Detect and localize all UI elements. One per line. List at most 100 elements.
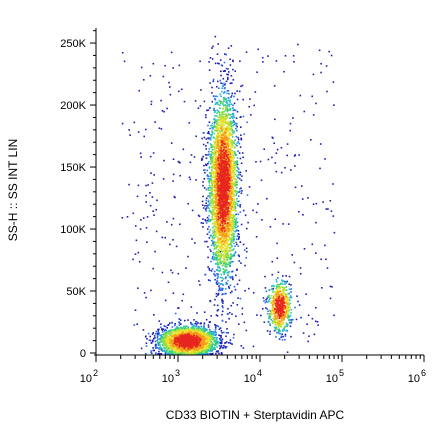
event-point: [220, 102, 223, 104]
event-point: [191, 209, 194, 212]
event-point: [228, 125, 230, 127]
event-point: [197, 334, 200, 337]
event-point: [214, 188, 216, 190]
event-point: [179, 174, 181, 177]
event-point: [220, 249, 223, 251]
event-point: [212, 176, 215, 179]
event-point: [218, 288, 221, 290]
event-point: [240, 126, 242, 128]
event-point: [145, 227, 148, 229]
event-point: [220, 287, 223, 290]
event-point: [193, 156, 196, 158]
event-point: [221, 239, 223, 241]
event-point: [217, 325, 220, 328]
event-point: [229, 129, 231, 131]
event-point: [216, 346, 218, 348]
event-point: [199, 345, 202, 348]
event-point: [195, 321, 197, 323]
event-point: [216, 242, 219, 244]
event-point: [235, 127, 237, 130]
event-point: [217, 309, 220, 311]
event-point: [211, 218, 213, 221]
event-point: [210, 191, 213, 194]
event-point: [229, 339, 232, 341]
event-point: [203, 178, 206, 180]
event-point: [231, 167, 234, 169]
event-point: [217, 233, 220, 236]
event-point: [236, 157, 239, 159]
event-point: [316, 321, 319, 323]
event-point: [169, 332, 172, 334]
event-point: [201, 353, 204, 355]
event-point: [242, 156, 244, 159]
event-point: [203, 339, 206, 342]
event-point: [290, 322, 292, 324]
event-point: [224, 251, 227, 254]
event-point: [211, 122, 214, 125]
event-point: [273, 311, 276, 314]
event-point: [213, 197, 216, 200]
event-point: [252, 292, 255, 294]
event-point: [223, 344, 225, 347]
event-point: [218, 328, 221, 330]
event-point: [152, 340, 154, 343]
event-point: [218, 113, 221, 115]
event-point: [221, 346, 224, 349]
event-point: [242, 98, 244, 101]
event-point: [233, 141, 235, 143]
event-point: [268, 295, 270, 297]
event-point: [303, 248, 306, 250]
event-point: [229, 153, 231, 156]
event-point: [167, 281, 170, 284]
event-point: [266, 297, 268, 300]
event-point: [164, 64, 166, 67]
event-point: [198, 326, 201, 328]
event-point: [283, 280, 285, 282]
event-point: [232, 222, 234, 224]
event-point: [220, 64, 223, 66]
event-point: [208, 184, 211, 187]
event-point: [204, 219, 206, 221]
event-point: [306, 323, 308, 325]
event-point: [223, 100, 225, 103]
event-point: [210, 157, 213, 159]
event-point: [225, 263, 227, 266]
event-point: [214, 346, 216, 349]
event-point: [232, 114, 235, 117]
event-point: [232, 164, 235, 166]
event-point: [221, 119, 223, 122]
event-point: [185, 351, 187, 353]
event-point: [234, 221, 236, 223]
event-point: [146, 216, 149, 218]
event-point: [214, 98, 216, 100]
event-point: [227, 271, 230, 274]
event-point: [188, 346, 190, 349]
event-point: [250, 114, 252, 116]
event-point: [228, 250, 230, 252]
event-point: [232, 144, 234, 147]
event-point: [283, 326, 285, 328]
event-point: [221, 264, 224, 267]
event-point: [284, 287, 286, 289]
event-point: [166, 347, 168, 349]
event-point: [213, 248, 216, 250]
event-point: [175, 245, 178, 248]
event-point: [208, 332, 211, 334]
event-point: [216, 246, 218, 248]
event-point: [178, 318, 181, 320]
event-point: [226, 126, 228, 128]
event-point: [288, 306, 290, 309]
event-point: [233, 253, 235, 256]
event-point: [204, 169, 206, 171]
event-point: [235, 217, 238, 220]
event-point: [139, 228, 142, 230]
event-point: [192, 352, 194, 354]
event-point: [160, 353, 163, 355]
event-point: [184, 330, 187, 333]
event-point: [235, 160, 237, 163]
event-point: [236, 238, 238, 241]
event-point: [181, 299, 183, 302]
event-point: [256, 314, 258, 316]
event-point: [207, 109, 210, 111]
event-point: [212, 80, 215, 83]
